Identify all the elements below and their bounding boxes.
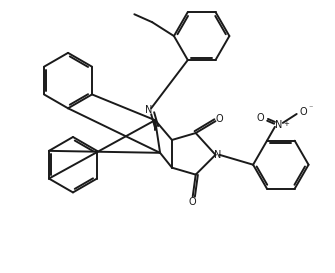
- Text: O: O: [256, 113, 264, 123]
- Text: ⁻: ⁻: [308, 103, 313, 112]
- Text: N: N: [144, 105, 152, 115]
- Text: O: O: [216, 114, 223, 124]
- Text: O: O: [189, 197, 197, 207]
- Text: N: N: [214, 150, 221, 160]
- Text: N: N: [275, 120, 282, 130]
- Text: O: O: [300, 107, 308, 117]
- Text: +: +: [283, 121, 289, 127]
